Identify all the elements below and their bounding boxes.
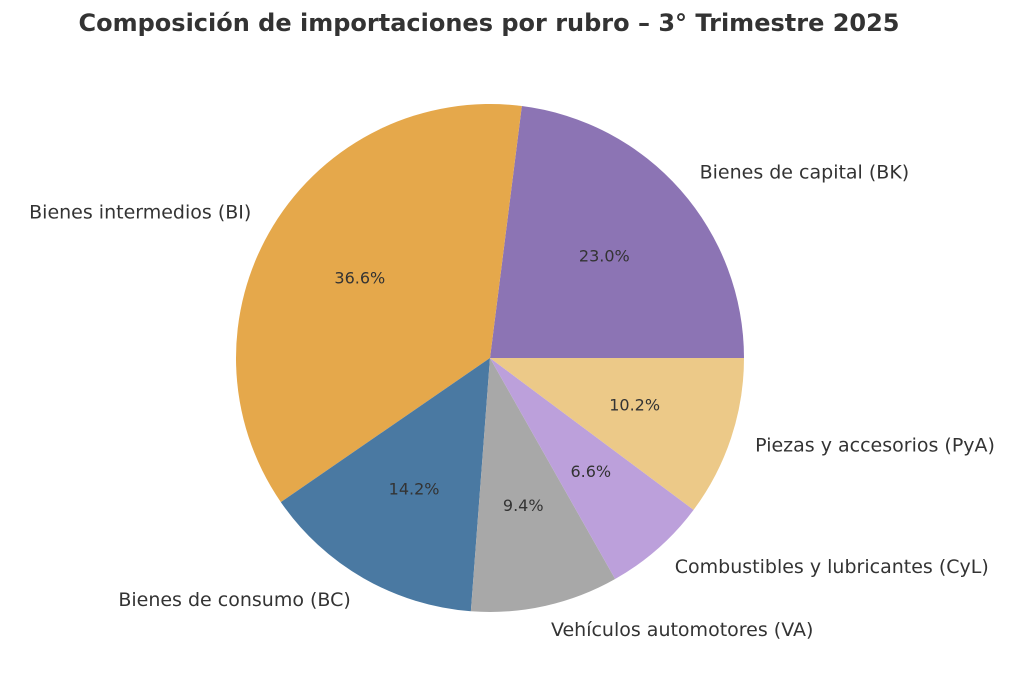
pie-slices	[236, 103, 744, 612]
slice-category-label: Piezas y accesorios (PyA)	[755, 435, 995, 457]
pie-slice	[470, 358, 616, 612]
pie-slice	[490, 358, 694, 580]
pie-slice	[280, 358, 490, 612]
slice-percentage-label: 9.4%	[503, 496, 544, 515]
slice-percentage-label: 10.2%	[609, 396, 660, 415]
pie-slice	[490, 106, 744, 358]
pie-slice	[490, 358, 744, 510]
slice-category-label: Bienes intermedios (BI)	[29, 201, 251, 223]
slice-percentage-label: 36.6%	[334, 268, 385, 287]
slice-category-label: Bienes de capital (BK)	[700, 162, 910, 184]
category-labels: Bienes de capital (BK) Bienes intermedios…	[29, 162, 995, 641]
pie-slice	[236, 103, 522, 503]
slice-percentage-label: 23.0%	[579, 247, 630, 266]
chart-title: Composición de importaciones por rubro –…	[79, 9, 900, 37]
slice-category-label: Combustibles y lubricantes (CyL)	[675, 556, 989, 578]
slice-percentage-label: 14.2%	[389, 480, 440, 499]
slice-percentage-label: 6.6%	[570, 462, 611, 481]
slice-category-label: Vehículos automotores (VA)	[551, 619, 813, 641]
slice-category-label: Bienes de consumo (BC)	[118, 589, 350, 611]
percentage-labels: 23.0% 36.6% 14.2% 9.4% 6.6% 10.2%	[334, 247, 660, 516]
